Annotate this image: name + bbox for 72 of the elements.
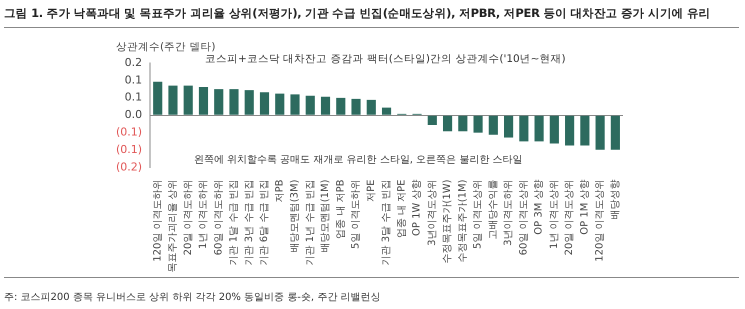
x-tick-label: 1년 이격도상위: [548, 180, 560, 250]
bar: [351, 98, 361, 115]
bar: [596, 116, 605, 150]
bar: [565, 116, 574, 146]
x-tick-label: 목표주가괴리율 상위: [168, 180, 179, 273]
x-tick-label: 1년 이격도하위: [198, 180, 210, 250]
chart-subtitle: 코스피+코스닥 대차잔고 증감과 팩터(스타일)간의 상관계수('10년~현재): [205, 52, 566, 66]
x-tick-label: 기관 6달 수급 빈집: [259, 180, 270, 266]
x-tick-label: 기관 1년 수급 빈집: [304, 180, 316, 266]
y-tick-label: (0.1): [116, 142, 142, 156]
x-tick-label: OP 3M 상향: [534, 180, 545, 235]
bar: [336, 98, 346, 115]
bar: [473, 116, 483, 133]
bar: [306, 96, 315, 115]
bar: [550, 116, 559, 144]
chart-title: 그림 1. 주가 낙폭과대 및 목표주가 괴리율 상위(저평가), 기관 수급 빈집(순매도상위), 저PBR, 저PER 등이 대차잔고 증가 시기에 유리: [4, 6, 739, 28]
x-tick-label: 배당성향: [610, 180, 621, 220]
x-tick-label: 기관 1달 수급 빈집: [228, 180, 240, 266]
bar: [382, 108, 392, 115]
x-tick-label: 120일 이격도하위: [152, 180, 164, 262]
bar: [488, 116, 498, 135]
bar: [442, 116, 452, 132]
x-tick-label: 3년이격도하위: [503, 180, 514, 246]
bar: [320, 96, 330, 115]
x-tick-label: 120일 이격도상위: [594, 180, 606, 262]
bar: [229, 89, 239, 115]
x-tick-label: 기관 3년 수급 빈집: [244, 180, 255, 266]
y-tick-label: 0.1: [124, 90, 142, 104]
bar: [260, 92, 270, 115]
x-tick-label: 업종 내 저PB: [335, 179, 346, 239]
bar: [366, 100, 376, 115]
y-tick-label: (0.2): [116, 160, 142, 174]
x-tick-label: 배당모멘텀(3M): [290, 179, 301, 252]
bar: [290, 94, 300, 115]
text: 주: 코스피200 종목 유니버스로 상위 하위 각각 20% 동일비중 롱-숏, 주간 리밸런싱: [4, 277, 739, 304]
bar: [504, 116, 514, 138]
x-tick-label: 저PB: [274, 179, 286, 202]
annotation: 왼쪽에 위치할수록 공매도 재개로 유리한 스타일, 오른쪽은 불리한 스타일: [194, 154, 522, 166]
x-tick-label: 5일 이격도하위: [350, 180, 362, 250]
x-tick-label: 저PE: [366, 180, 377, 202]
x-tick-label: 3년이격도상위: [426, 180, 438, 246]
x-tick-label: 고배당수익률: [488, 180, 499, 240]
bar: [198, 87, 208, 115]
x-tick-label: 60일 이격도하위: [213, 180, 224, 256]
x-tick-label: 업종 내 저PE: [396, 180, 408, 238]
bar: [458, 116, 468, 132]
x-tick-label: 기관 3달 수급 빈집: [381, 180, 392, 266]
bar: [428, 116, 437, 126]
bar: [519, 116, 528, 142]
y-axis-title: 상관계수(주간 델타): [116, 40, 216, 54]
bar: [214, 89, 224, 115]
x-tick-label: 5일 이격도상위: [472, 180, 484, 250]
bar: [244, 90, 254, 115]
y-tick-label: 0.1: [124, 73, 142, 86]
x-tick-label: 20일 이격도하위: [182, 180, 194, 256]
x-tick-label: 60일 이격도상위: [518, 180, 530, 256]
x-tick-label: OP 1W 상향: [412, 180, 423, 236]
x-tick-label: 배당모멘텀(1M): [320, 179, 332, 252]
bar: [168, 86, 178, 115]
x-tick-label: 수정목표주가(1W): [442, 179, 454, 264]
bar: [275, 94, 284, 115]
bar: [580, 116, 590, 146]
bar: [610, 116, 620, 150]
bar: [534, 116, 544, 142]
y-tick-label: (0.1): [116, 126, 142, 139]
bar: [153, 82, 162, 115]
x-tick-label: 20일 이격도상위: [564, 180, 576, 256]
x-tick-label: 수정목표주가(1M): [457, 179, 468, 262]
y-tick-label: 0.2: [124, 56, 142, 69]
y-tick-label: 0.0: [124, 108, 142, 122]
x-tick-label: OP 1M 상향: [579, 180, 590, 235]
bar: [184, 86, 193, 115]
